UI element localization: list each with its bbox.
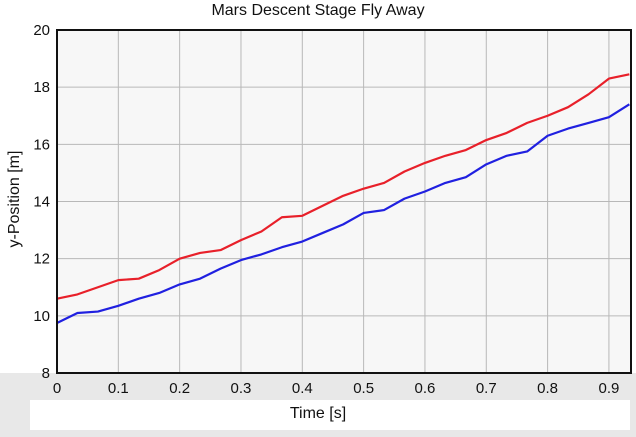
y-tick-label: 20	[33, 22, 50, 39]
y-tick-label: 8	[42, 365, 50, 382]
x-tick-label: 0.8	[537, 380, 558, 397]
x-axis-label: Time [s]	[289, 405, 347, 422]
xlabel-box	[30, 400, 630, 430]
series-line-red	[56, 73, 630, 300]
series-line-blue	[56, 103, 630, 324]
x-tick-label: 0.9	[598, 380, 619, 397]
plot-frame	[56, 29, 632, 374]
y-tick-label: 12	[33, 251, 50, 268]
y-tick-label: 16	[33, 136, 50, 153]
x-tick-label: 0.1	[108, 380, 129, 397]
y-tick-label: 14	[33, 194, 50, 211]
x-tick-label: 0.3	[231, 380, 252, 397]
x-tick-label: 0.5	[353, 380, 374, 397]
x-tick-label: 0.7	[476, 380, 497, 397]
chart-title: Mars Descent Stage Fly Away	[211, 2, 425, 19]
y-tick-label: 18	[33, 79, 50, 96]
y-tick-label: 10	[33, 308, 50, 325]
x-tick-label: 0.4	[292, 380, 313, 397]
x-tick-label: 0.6	[415, 380, 436, 397]
x-tick-label: 0	[53, 380, 61, 397]
x-tick-label: 0.2	[169, 380, 190, 397]
